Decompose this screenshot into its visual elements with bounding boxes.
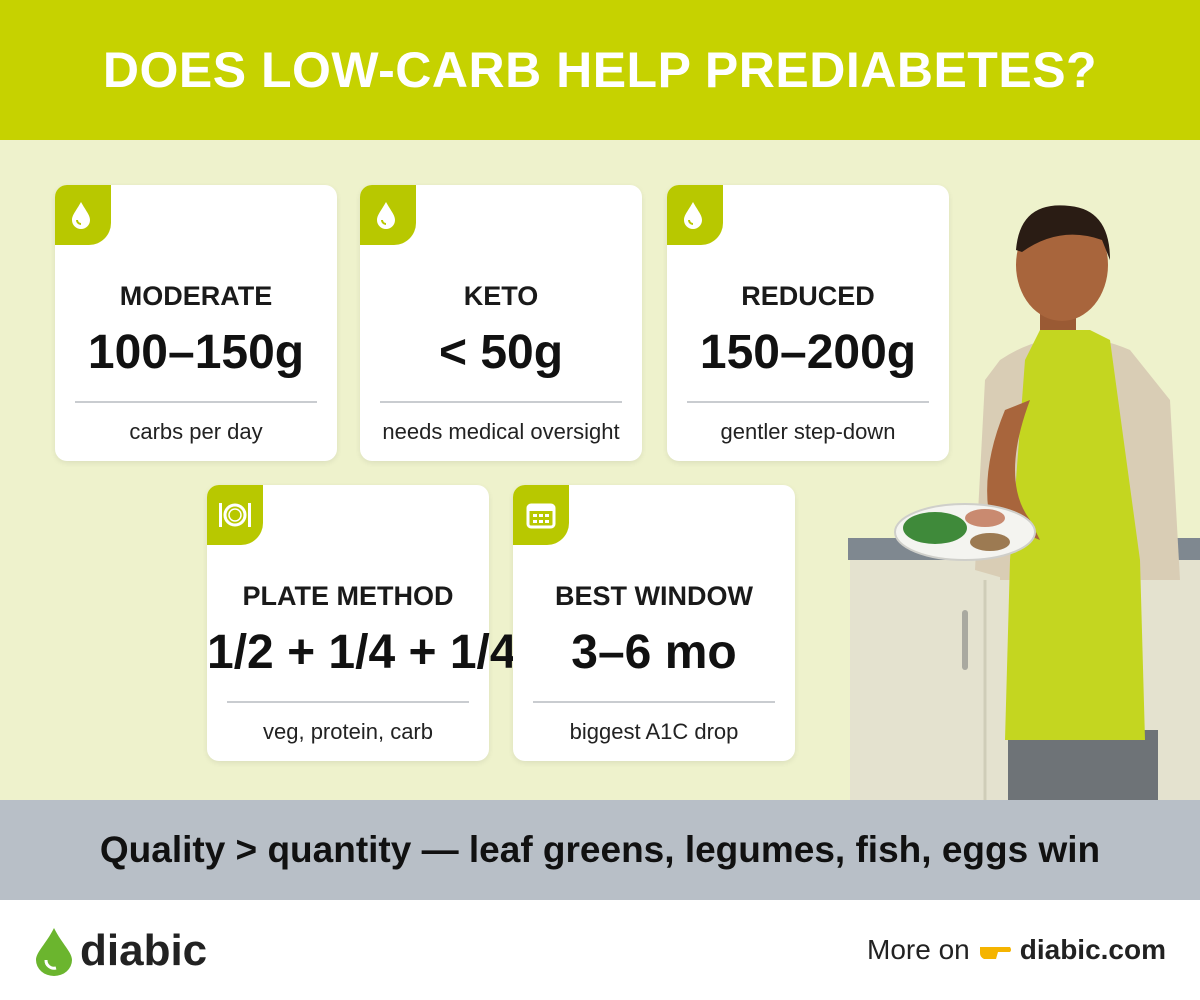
card-icon bbox=[55, 185, 111, 245]
link-prefix: More on bbox=[867, 934, 970, 965]
grains bbox=[970, 533, 1010, 551]
icon bbox=[377, 202, 395, 229]
card-value: 100–150g bbox=[87, 326, 305, 379]
card-value: 3–6 mo bbox=[571, 626, 737, 679]
card: MODERATE 100–150g carbs per day bbox=[55, 185, 337, 461]
footer-link[interactable]: More on diabic.com bbox=[867, 934, 1166, 966]
greens bbox=[903, 512, 967, 544]
link[interactable]: diabic.com bbox=[1019, 934, 1166, 965]
logo-drop bbox=[36, 928, 72, 976]
arm bbox=[987, 400, 1040, 540]
card-caption: needs medical oversight bbox=[382, 419, 620, 444]
divider bbox=[533, 701, 775, 703]
card-label: MODERATE bbox=[119, 281, 273, 311]
divider bbox=[687, 401, 929, 403]
card-label: KETO bbox=[463, 281, 539, 311]
card: BEST WINDOW 3–6 mo biggest A1C drop bbox=[513, 485, 795, 761]
card-label: BEST WINDOW bbox=[555, 581, 753, 611]
hair bbox=[1016, 205, 1110, 260]
card-value: 150–200g bbox=[699, 326, 917, 379]
illustration bbox=[848, 205, 1200, 800]
brand: diabic bbox=[80, 926, 208, 975]
icon bbox=[526, 503, 556, 529]
card-icon bbox=[513, 485, 569, 545]
icon bbox=[219, 503, 251, 527]
divider bbox=[227, 701, 469, 703]
card-icon bbox=[667, 185, 723, 245]
card-icon bbox=[360, 185, 416, 245]
card-label: PLATE METHOD bbox=[242, 581, 454, 611]
title: DOES LOW-CARB HELP PREDIABETES? bbox=[102, 42, 1098, 98]
card-icon bbox=[207, 485, 263, 545]
card-caption: gentler step-down bbox=[720, 419, 896, 444]
card: KETO < 50g needs medical oversight bbox=[360, 185, 642, 461]
banner-text: Quality > quantity — leaf greens, legume… bbox=[99, 829, 1101, 870]
icon bbox=[72, 202, 90, 229]
card-value: 1/2 + 1/4 + 1/4 bbox=[207, 626, 517, 679]
apron bbox=[1005, 330, 1145, 740]
icon bbox=[684, 202, 702, 229]
salmon bbox=[965, 509, 1005, 527]
card-label: REDUCED bbox=[741, 281, 875, 311]
divider bbox=[380, 401, 622, 403]
divider bbox=[75, 401, 317, 403]
header: DOES LOW-CARB HELP PREDIABETES? bbox=[0, 0, 1200, 140]
card: PLATE METHOD 1/2 + 1/4 + 1/4 veg, protein,… bbox=[207, 485, 517, 761]
card-caption: carbs per day bbox=[129, 419, 263, 444]
banner: Quality > quantity — leaf greens, legume… bbox=[0, 800, 1200, 900]
card-caption: biggest A1C drop bbox=[569, 719, 739, 744]
card-value: < 50g bbox=[438, 326, 564, 379]
card: REDUCED 150–200g gentler step-down bbox=[667, 185, 949, 461]
legs bbox=[1008, 730, 1158, 800]
footer: diabic More on diabic.com bbox=[0, 900, 1200, 1000]
card-caption: veg, protein, carb bbox=[263, 719, 433, 744]
pointing-hand bbox=[979, 947, 1011, 959]
handle bbox=[962, 610, 968, 670]
